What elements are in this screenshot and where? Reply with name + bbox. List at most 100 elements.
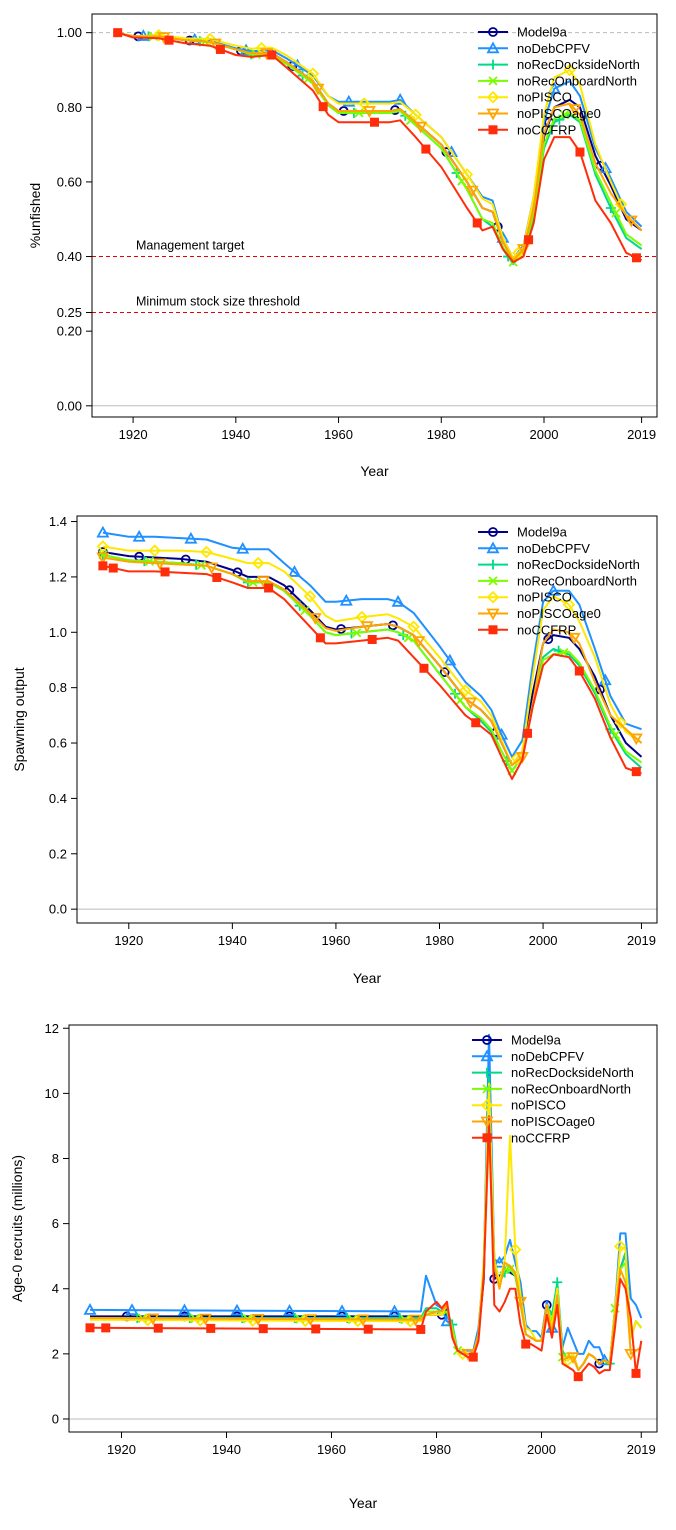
legend-label: noCCFRP	[517, 122, 576, 137]
data-point	[459, 684, 472, 697]
data-point	[198, 1313, 213, 1326]
data-point	[96, 552, 110, 565]
x-tick-label: 1980	[425, 933, 454, 948]
data-point	[303, 590, 317, 603]
legend-marker	[482, 1035, 492, 1045]
data-point	[363, 1324, 373, 1334]
y-tick-label: 12	[45, 1021, 59, 1036]
data-point	[524, 235, 534, 245]
plot-frame	[91, 13, 658, 418]
data-point	[523, 728, 533, 738]
data-point	[362, 106, 376, 118]
x-tick-label: 1940	[221, 427, 250, 442]
data-point	[144, 556, 155, 567]
legend-label: noRecDocksideNorth	[511, 1065, 634, 1080]
data-point	[412, 636, 426, 648]
y-tick-label: 6	[52, 1216, 59, 1231]
data-point	[311, 1324, 321, 1334]
data-point	[96, 540, 110, 553]
data-point	[599, 161, 613, 174]
data-point	[610, 730, 621, 740]
y-tick-label: 0.80	[57, 100, 82, 115]
data-point	[339, 593, 353, 606]
data-point	[300, 606, 310, 616]
age0-recruits-chart: 1920 1940 1960 1980 2000 2019 0 2 4 6 8 10 12 Year Age…	[9, 1021, 658, 1511]
data-point	[113, 28, 123, 38]
y-tick-label: 1.2	[49, 569, 67, 584]
x-tick-label: 1920	[114, 933, 143, 948]
series-markers-noRecOnboardNorth	[137, 1264, 620, 1362]
y-tick-label: 0.8	[49, 680, 67, 695]
legend-marker	[488, 27, 498, 37]
y-tick-label: 0	[52, 1411, 59, 1426]
data-point	[575, 147, 585, 157]
data-point	[184, 531, 198, 544]
data-point	[613, 1240, 627, 1253]
data-point	[206, 1323, 216, 1333]
series-markers-noCCFRP	[113, 28, 641, 263]
x-tick-label: 1980	[427, 427, 456, 442]
plot-frame	[76, 515, 658, 924]
series-line-noPISCOage0	[89, 1131, 642, 1372]
y-tick-label: 0.60	[57, 174, 82, 189]
y-axis-title: Age-0 recruits (millions)	[9, 1155, 25, 1302]
y-tick-label: 1.00	[57, 25, 82, 40]
data-point	[311, 83, 325, 96]
legend-marker	[488, 576, 498, 586]
data-point	[360, 621, 374, 634]
data-point	[132, 529, 146, 542]
data-point	[631, 253, 641, 263]
data-point	[629, 733, 643, 746]
x-tick-label: 1940	[212, 1442, 241, 1457]
data-point	[568, 104, 582, 117]
y-tick-label: 1.4	[49, 514, 67, 529]
legend-marker	[488, 76, 498, 86]
legend-label: Model9a	[511, 1033, 562, 1048]
legend-label: noRecOnboardNorth	[517, 573, 637, 588]
legend-marker	[486, 590, 500, 604]
legend-label: noDebCPFV	[517, 541, 590, 556]
data-point	[208, 38, 222, 51]
legend-label: Model9a	[517, 25, 568, 40]
data-point	[624, 215, 638, 228]
data-point	[352, 628, 362, 638]
legend-marker	[486, 608, 500, 621]
data-point	[443, 653, 457, 666]
legend-label: noRecOnboardNorth	[511, 1081, 631, 1096]
x-axis-title: Year	[353, 970, 382, 986]
x-tick-label: 1960	[324, 427, 353, 442]
legend-marker	[482, 1067, 492, 1078]
data-point	[251, 1313, 265, 1326]
x-tick-label: 2000	[527, 1442, 556, 1457]
data-point	[96, 525, 110, 538]
y-axis-title: %unfished	[27, 183, 43, 248]
series-markers-noCCFRP	[98, 561, 641, 777]
data-point	[146, 1313, 160, 1326]
y-tick-label: 0.20	[57, 324, 82, 339]
legend-marker	[480, 1116, 494, 1129]
y-tick-label: 0.6	[49, 736, 67, 751]
legend-label: noPISCO	[517, 590, 572, 605]
legend-marker	[486, 41, 500, 54]
x-tick-label: 1920	[119, 427, 148, 442]
y-tick-label: 4	[52, 1281, 59, 1296]
data-point	[148, 544, 161, 557]
data-point	[414, 121, 428, 134]
legend: Model9anoDebCPFVnoRecDocksideNorthnoRecO…	[478, 525, 640, 637]
legend-label: noRecDocksideNorth	[517, 557, 640, 572]
data-point	[251, 556, 265, 570]
data-point	[573, 1372, 583, 1382]
x-tick-label: 1940	[218, 933, 247, 948]
legend-label: noPISCOage0	[517, 606, 601, 621]
data-point	[215, 44, 225, 54]
data-point	[439, 667, 450, 678]
y-tick-label: 0.4	[49, 791, 67, 806]
data-point	[125, 1303, 139, 1316]
data-point	[164, 35, 174, 45]
y-tick-label: 1.0	[49, 625, 67, 640]
legend-label: noCCFRP	[511, 1130, 570, 1145]
x-tick-label: 2000	[530, 427, 559, 442]
legend-label: noPISCOage0	[517, 106, 601, 121]
x-tick-label: 1980	[422, 1442, 451, 1457]
data-point	[468, 1352, 478, 1362]
